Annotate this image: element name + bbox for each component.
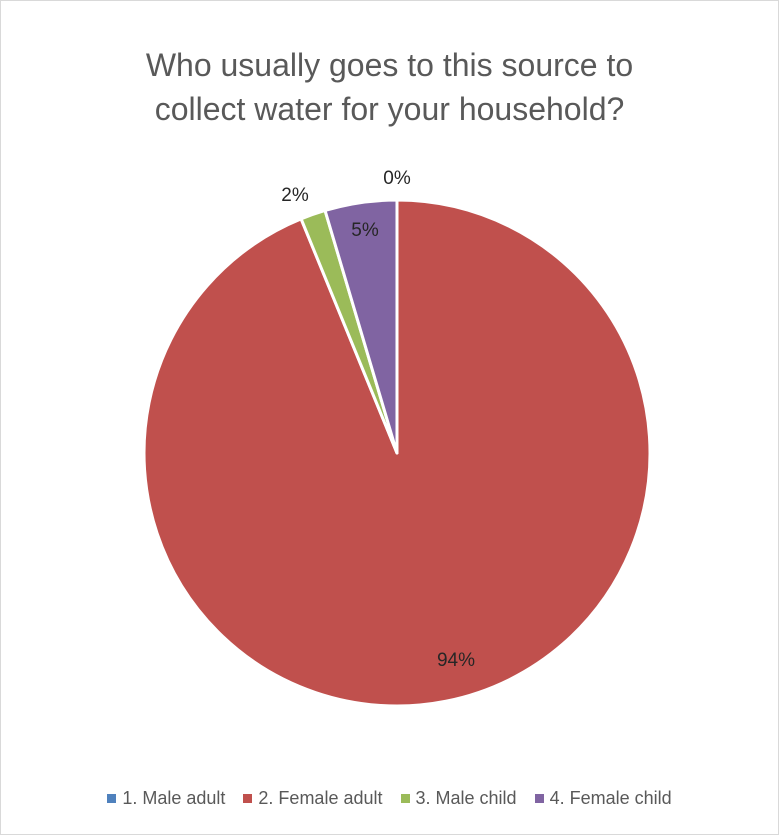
legend: 1. Male adult 2. Female adult 3. Male chil… — [1, 788, 778, 809]
legend-item-male-adult: 1. Male adult — [107, 788, 225, 809]
legend-item-female-child: 4. Female child — [534, 788, 672, 809]
legend-label-female-child: 4. Female child — [549, 788, 672, 808]
legend-label-male-adult: 1. Male adult — [122, 788, 226, 808]
data-label-male-adult: 0% — [383, 168, 411, 189]
chart-title: Who usually goes to this source to colle… — [145, 47, 634, 127]
legend-item-female-adult: 2. Female adult — [243, 788, 383, 809]
legend-swatch-male-child — [400, 794, 410, 803]
legend-label-male-child: 3. Male child — [415, 788, 517, 808]
pie-slice-female-child — [323, 198, 399, 455]
data-label-female-child: 5% — [351, 220, 379, 241]
legend-item-male-child: 3. Male child — [400, 788, 517, 809]
legend-label-female-adult: 2. Female adult — [258, 788, 383, 808]
legend-swatch-female-adult — [243, 794, 253, 803]
data-label-male-child: 2% — [281, 185, 309, 206]
legend-swatch-male-adult — [107, 794, 117, 803]
legend-swatch-female-child — [534, 794, 544, 803]
data-label-female-adult: 94% — [437, 650, 475, 671]
pie-chart: 0% 94% 2% 5% — [142, 168, 652, 708]
